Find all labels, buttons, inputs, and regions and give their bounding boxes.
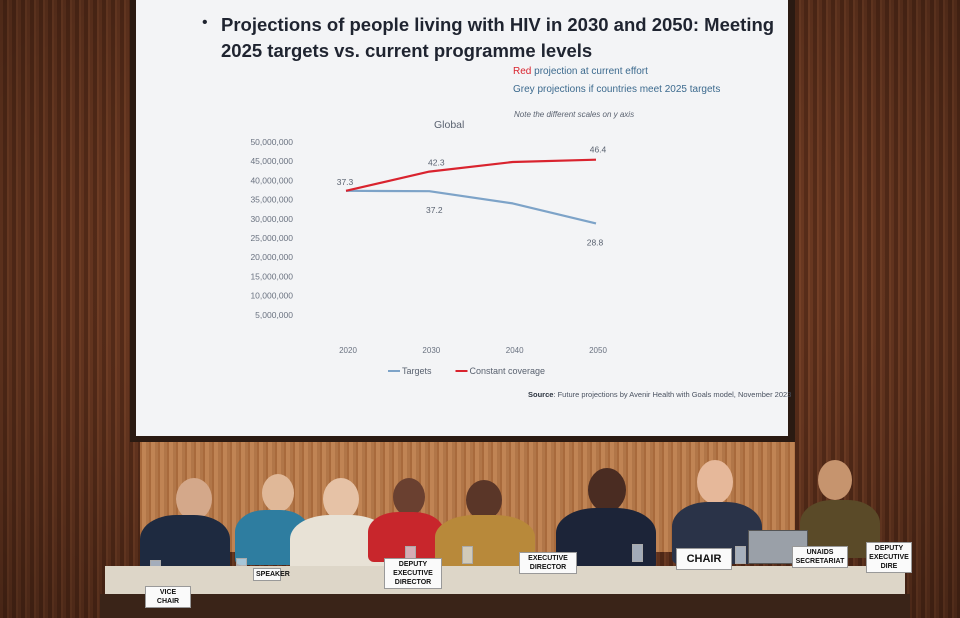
data-label: 37.2	[426, 205, 443, 215]
table-skirt	[100, 594, 910, 618]
panelist-head	[697, 460, 733, 504]
y-tick-label: 50,000,000	[250, 137, 293, 147]
y-tick-label: 40,000,000	[250, 175, 293, 185]
slide-bullet: •	[202, 14, 208, 31]
series-line-targets	[345, 189, 597, 225]
nameplate-unaids: UNAIDS SECRETARIAT	[792, 546, 848, 568]
projection-screen	[136, 0, 788, 436]
source-text: : Future projections by Avenir Health wi…	[553, 390, 792, 399]
water-glass	[735, 546, 746, 564]
panelist-body	[435, 515, 535, 570]
source-note: Source: Future projections by Avenir Hea…	[528, 390, 791, 399]
y-tick-label: 30,000,000	[250, 214, 293, 224]
panelist-head	[818, 460, 852, 500]
water-glass	[632, 544, 643, 562]
legend-label: Constant coverage	[470, 366, 546, 376]
nameplate-deputy-ed-right: DEPUTY EXECUTIVE DIRE	[866, 542, 912, 573]
nameplate-vice-chair: VICE CHAIR	[145, 586, 191, 608]
data-label: 28.8	[587, 237, 604, 247]
y-tick-label: 35,000,000	[250, 195, 293, 205]
panelist-head	[262, 474, 294, 512]
data-label: 37.3	[337, 177, 354, 187]
scale-note: Note the different scales on y axis	[514, 110, 635, 119]
nameplate-executive-director: EXECUTIVE DIRECTOR	[519, 552, 577, 574]
x-tick-label: 2020	[339, 346, 357, 355]
y-tick-label: 5,000,000	[255, 310, 293, 320]
conference-table	[105, 566, 905, 596]
y-tick-label: 45,000,000	[250, 156, 293, 166]
nameplate-deputy-ed: DEPUTY EXECUTIVE DIRECTOR	[384, 558, 442, 589]
y-tick-label: 10,000,000	[250, 291, 293, 301]
legend-label: Targets	[402, 366, 432, 376]
legend-red-word: Red	[513, 66, 532, 77]
x-tick-label: 2040	[506, 346, 524, 355]
nameplate-chair: CHAIR	[676, 548, 732, 570]
panelist-head	[323, 478, 359, 520]
x-tick-label: 2050	[589, 346, 607, 355]
chart-title: Global	[434, 119, 465, 131]
panelist-head	[466, 480, 502, 520]
y-tick-label: 20,000,000	[250, 252, 293, 262]
y-tick-label: 15,000,000	[250, 271, 293, 281]
panelist-head	[176, 478, 212, 520]
legend-red-note: Red projection at current effort	[513, 66, 648, 77]
water-bottle	[462, 546, 473, 564]
y-tick-label: 25,000,000	[250, 233, 293, 243]
slide-title: Projections of people living with HIV in…	[221, 14, 775, 61]
data-label: 42.3	[428, 158, 445, 168]
source-label: Source	[528, 390, 554, 399]
x-tick-label: 2030	[422, 346, 440, 355]
nameplate-speaker: SPEAKER	[253, 568, 290, 581]
legend-red-rest: projection at current effort	[531, 66, 648, 77]
data-label: 46.4	[590, 145, 607, 155]
panelist-head	[588, 468, 626, 512]
panelist-head	[393, 478, 425, 516]
legend-grey-note: Grey projections if countries meet 2025 …	[513, 84, 721, 95]
series-line-constant-coverage	[345, 158, 597, 192]
